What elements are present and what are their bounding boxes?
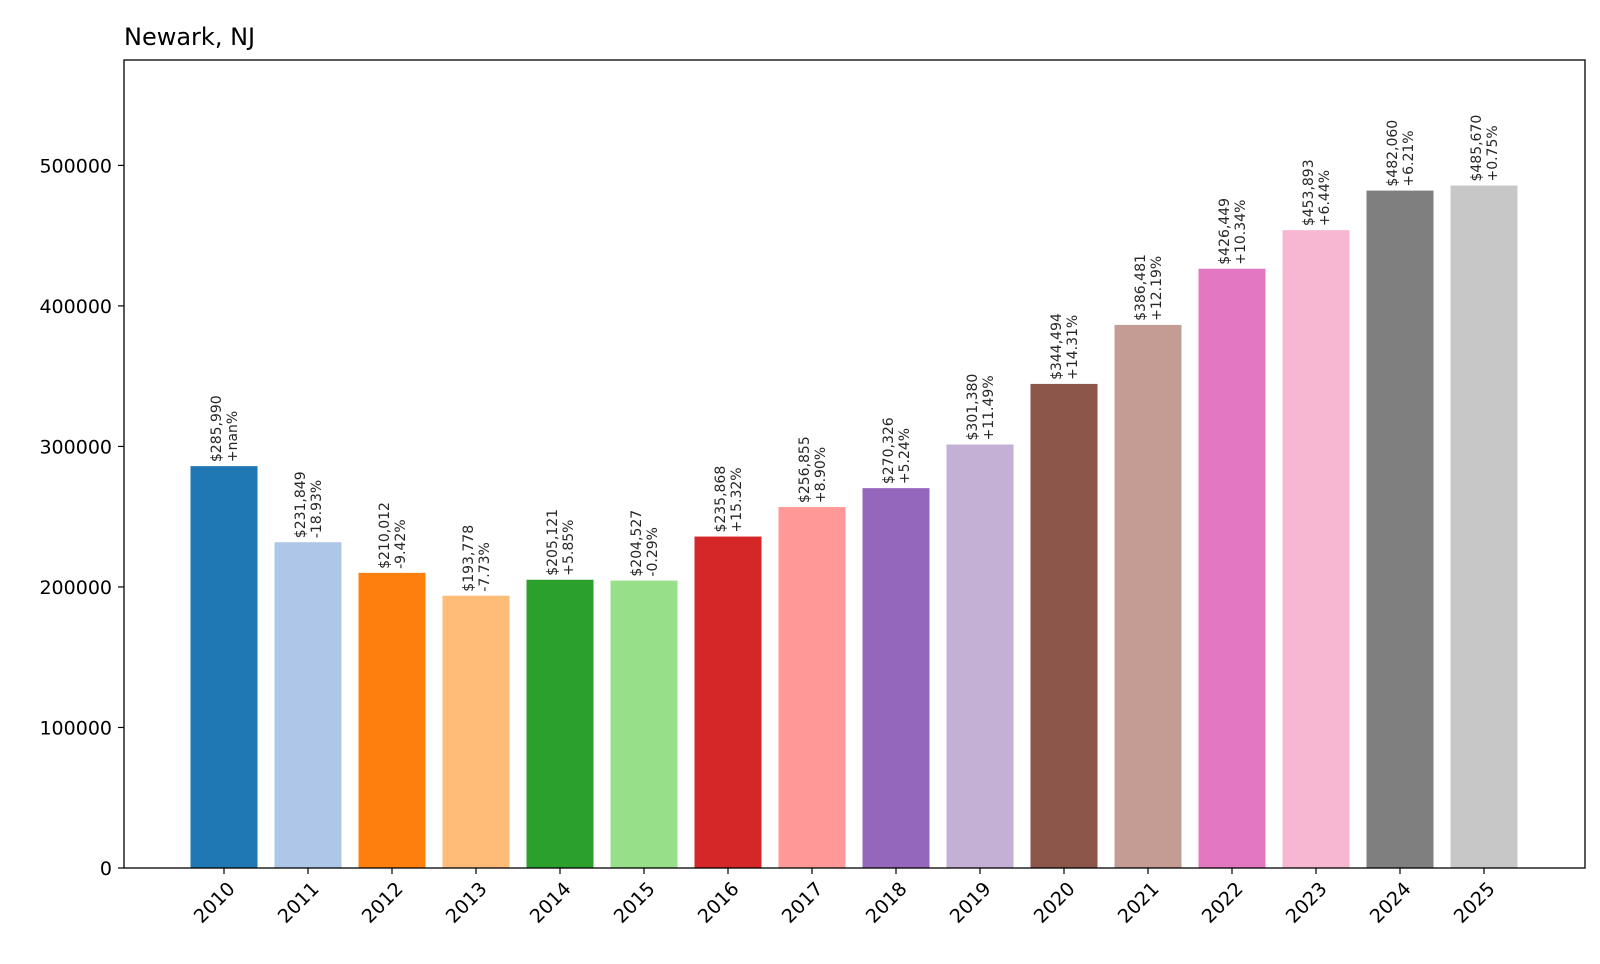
y-tick-label: 500000 bbox=[39, 155, 112, 177]
bar-2023 bbox=[1282, 230, 1350, 869]
bar-value-label: $256,855 bbox=[797, 436, 813, 503]
x-tick-label-2019: 2019 bbox=[946, 878, 996, 928]
bar-2022 bbox=[1198, 268, 1266, 868]
x-tick-label-2018: 2018 bbox=[862, 878, 912, 928]
bar-value-label: $301,380 bbox=[965, 374, 981, 441]
x-tick-label-2015: 2015 bbox=[610, 878, 660, 928]
bar-change-label: +6.21% bbox=[1401, 130, 1417, 186]
bar-label-2018: $270,326 +5.24% bbox=[881, 417, 913, 484]
bar-label-2010: $285,990 +nan% bbox=[209, 395, 241, 462]
bar-value-label: $485,670 bbox=[1469, 115, 1485, 182]
bar-2012 bbox=[358, 572, 426, 868]
bar-label-2020: $344,494 +14.31% bbox=[1049, 313, 1081, 380]
x-tick-label-2022: 2022 bbox=[1198, 878, 1248, 928]
bar-2017 bbox=[778, 507, 846, 868]
bar-2010 bbox=[190, 466, 258, 868]
x-tick-label-2020: 2020 bbox=[1030, 878, 1080, 928]
x-tick-label-2024: 2024 bbox=[1366, 878, 1416, 928]
bar-2020 bbox=[1030, 383, 1098, 868]
bar-change-label: +15.32% bbox=[729, 467, 745, 532]
x-tick-label-2012: 2012 bbox=[358, 878, 408, 928]
bar-label-2022: $426,449 +10.34% bbox=[1217, 198, 1249, 265]
bar-value-label: $482,060 bbox=[1385, 120, 1401, 187]
bar-2025 bbox=[1450, 185, 1518, 868]
x-tick-label-2013: 2013 bbox=[442, 878, 492, 928]
x-tick-label-2025: 2025 bbox=[1450, 878, 1500, 928]
bar-label-2017: $256,855 +8.90% bbox=[797, 436, 829, 503]
x-tick-label-2010: 2010 bbox=[190, 878, 240, 928]
bar-value-label: $453,893 bbox=[1301, 159, 1317, 226]
bar-2011 bbox=[274, 542, 342, 868]
bar-change-label: +6.44% bbox=[1317, 170, 1333, 226]
bar-label-2019: $301,380 +11.49% bbox=[965, 374, 997, 441]
y-tick-label: 0 bbox=[100, 858, 112, 880]
bar-label-2016: $235,868 +15.32% bbox=[713, 466, 745, 533]
bar-change-label: +14.31% bbox=[1065, 315, 1081, 380]
bar-value-label: $344,494 bbox=[1049, 313, 1065, 380]
bar-label-2023: $453,893 +6.44% bbox=[1301, 159, 1333, 226]
bar-label-2024: $482,060 +6.21% bbox=[1385, 120, 1417, 187]
bar-label-2021: $386,481 +12.19% bbox=[1133, 254, 1165, 321]
bar-2014 bbox=[526, 579, 594, 868]
bar-change-label: +11.49% bbox=[981, 375, 997, 440]
bar-2015 bbox=[610, 580, 678, 868]
bar-label-2014: $205,121 +5.85% bbox=[545, 509, 577, 576]
x-axis: 2010 2011 2012 2013 2014 2015 2016 2017 2018 2019… bbox=[190, 868, 1500, 928]
y-tick-label: 200000 bbox=[39, 577, 112, 599]
bar-value-label: $386,481 bbox=[1133, 254, 1149, 321]
bar-change-label: -0.29% bbox=[645, 527, 661, 577]
y-tick-label: 100000 bbox=[39, 717, 112, 739]
x-tick-label-2014: 2014 bbox=[526, 878, 576, 928]
bar-value-label: $193,778 bbox=[461, 525, 477, 592]
bar-2018 bbox=[862, 488, 930, 868]
x-tick-label-2011: 2011 bbox=[274, 878, 324, 928]
bar-2021 bbox=[1114, 324, 1182, 869]
chart-title: Newark, NJ bbox=[124, 23, 255, 51]
bar-value-label: $235,868 bbox=[713, 466, 729, 533]
bar-change-label: +0.75% bbox=[1485, 125, 1501, 181]
bar-2024 bbox=[1366, 190, 1434, 869]
bar-value-label: $270,326 bbox=[881, 417, 897, 484]
y-tick-label: 300000 bbox=[39, 436, 112, 458]
x-tick-label-2021: 2021 bbox=[1114, 878, 1164, 928]
bar-change-label: +10.34% bbox=[1233, 200, 1249, 265]
bar-value-label: $426,449 bbox=[1217, 198, 1233, 265]
x-tick-label-2023: 2023 bbox=[1282, 878, 1332, 928]
y-tick-label: 400000 bbox=[39, 296, 112, 318]
bar-2016 bbox=[694, 536, 762, 868]
plot-frame bbox=[123, 59, 1586, 869]
bar-change-label: +5.24% bbox=[897, 428, 913, 484]
bar-change-label: -9.42% bbox=[393, 519, 409, 569]
bar-value-label: $204,527 bbox=[629, 510, 645, 577]
bar-label-2012: $210,012 -9.42% bbox=[377, 502, 409, 569]
bar-change-label: -7.73% bbox=[477, 542, 493, 592]
bars-layer bbox=[190, 185, 1518, 869]
bar-change-label: +nan% bbox=[225, 411, 241, 462]
bar-value-label: $231,849 bbox=[293, 471, 309, 538]
bar-value-label: $285,990 bbox=[209, 395, 225, 462]
bar-label-2015: $204,527 -0.29% bbox=[629, 510, 661, 577]
bar-change-label: -18.93% bbox=[309, 480, 325, 538]
y-axis: 0 100000 200000 300000 400000 500000 bbox=[39, 155, 124, 880]
bar-change-label: +8.90% bbox=[813, 447, 829, 503]
x-tick-label-2017: 2017 bbox=[778, 878, 828, 928]
bar-2013 bbox=[442, 595, 510, 868]
bar-label-2011: $231,849 -18.93% bbox=[293, 471, 325, 538]
bar-change-label: +5.85% bbox=[561, 520, 577, 576]
bar-change-label: +12.19% bbox=[1149, 256, 1165, 321]
bar-label-2025: $485,670 +0.75% bbox=[1469, 115, 1501, 182]
bar-value-label: $210,012 bbox=[377, 502, 393, 569]
bar-2019 bbox=[946, 444, 1014, 868]
bar-label-2013: $193,778 -7.73% bbox=[461, 525, 493, 592]
bar-labels-layer: $285,990 +nan% $231,849 -18.93% $210,012 -9.4… bbox=[209, 115, 1501, 592]
x-tick-label-2016: 2016 bbox=[694, 878, 744, 928]
bar-value-label: $205,121 bbox=[545, 509, 561, 576]
